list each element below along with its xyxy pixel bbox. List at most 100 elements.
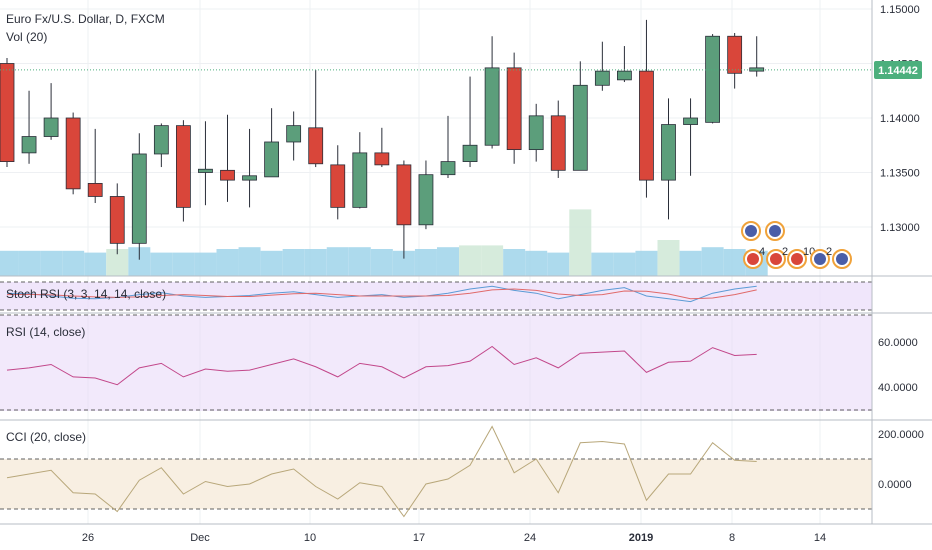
candle[interactable] (242, 128, 257, 208)
marker-core (745, 225, 757, 237)
time-axis-label: Dec (190, 532, 210, 544)
candle[interactable] (330, 145, 346, 220)
volume-bar (216, 249, 239, 276)
candle[interactable] (506, 52, 522, 164)
candle-body-up (418, 174, 434, 226)
candle[interactable] (87, 128, 103, 204)
stoch-rsi-lines (6, 285, 757, 303)
volume-bar (172, 252, 195, 276)
candle[interactable] (639, 19, 654, 198)
volume-bar (128, 247, 151, 276)
rsi-label[interactable]: RSI (14, close) (6, 325, 85, 339)
candle[interactable] (220, 114, 235, 202)
candle-body-up (131, 153, 147, 244)
volume-bar (370, 249, 393, 276)
candle[interactable] (661, 98, 676, 220)
candle[interactable] (43, 83, 59, 140)
candle[interactable] (418, 160, 434, 230)
volume-bar (701, 247, 724, 276)
event-marker-eu[interactable] (832, 249, 852, 269)
event-marker-flag[interactable]: 2 (766, 246, 788, 269)
volume-bar (679, 250, 702, 276)
candle[interactable] (308, 70, 324, 168)
price-axis-tick: 1.15000 (880, 4, 920, 16)
stoch-rsi-label[interactable]: Stoch RSI (3, 3, 14, 14, close) (6, 287, 166, 301)
volume-bar (657, 240, 680, 276)
cci-axis-tick: 200.0000 (878, 429, 924, 441)
volume-bar (150, 252, 173, 276)
rsi-axis-tick: 60.0000 (878, 337, 918, 349)
candle[interactable] (264, 108, 280, 178)
time-axis-label: 10 (304, 532, 316, 544)
time-axis-label: 26 (82, 532, 94, 544)
candle[interactable] (286, 111, 302, 161)
candle-body-up (43, 117, 59, 137)
price-axis-tick: 1.13000 (880, 222, 920, 234)
time-axis[interactable]: 26 Dec 10 17 24 2019 8 14 (82, 532, 826, 544)
volume-bar (84, 252, 107, 276)
candle[interactable] (352, 132, 368, 209)
candle-body-up (572, 84, 588, 171)
candle-body-down (506, 67, 522, 151)
marker-core (747, 253, 759, 265)
marker-core (836, 253, 848, 265)
candle[interactable] (727, 32, 743, 89)
cci-label[interactable]: CCI (20, close) (6, 430, 86, 444)
candle[interactable] (153, 123, 169, 168)
candle[interactable] (705, 34, 720, 124)
candlesticks[interactable] (0, 19, 765, 260)
candle-body-up (21, 136, 37, 154)
volume-bar (282, 249, 305, 276)
candle-body-up (198, 168, 213, 173)
event-marker-eu[interactable] (741, 221, 761, 241)
volume-bar (459, 245, 482, 276)
candle[interactable] (617, 46, 632, 83)
candle[interactable] (175, 120, 191, 222)
candle[interactable] (572, 61, 588, 171)
candle[interactable] (131, 133, 147, 260)
volume-bars (0, 209, 768, 276)
event-count: 4 (759, 246, 765, 258)
volume-bar (304, 249, 327, 276)
stoch-rsi-k-line (6, 285, 757, 303)
volume-bar (723, 249, 746, 276)
candle-body-down (0, 63, 15, 162)
rsi-band (0, 315, 872, 411)
candle[interactable] (198, 121, 213, 206)
candle[interactable] (21, 90, 37, 164)
candle[interactable] (440, 115, 456, 178)
stoch-rsi-d-line (6, 288, 757, 300)
candle[interactable] (0, 58, 15, 168)
candle-body-up (242, 175, 257, 181)
volume-bar (18, 250, 41, 276)
event-marker-flag[interactable]: 10 (787, 246, 815, 269)
candle-body-up (440, 161, 456, 176)
candle[interactable] (109, 183, 125, 255)
event-markers[interactable]: 4 2 10 2 (741, 221, 852, 269)
candle[interactable] (374, 127, 390, 168)
symbol-title[interactable]: Euro Fx/U.S. Dollar, D, FXCM (6, 12, 165, 26)
candle-body-down (220, 169, 235, 181)
candle-body-down (639, 70, 654, 181)
candle-body-up (352, 152, 368, 208)
candle[interactable] (462, 76, 478, 168)
candle[interactable] (528, 103, 544, 162)
candle[interactable] (683, 98, 698, 176)
candle[interactable] (594, 41, 610, 91)
event-marker-flag[interactable]: 2 (810, 246, 832, 269)
candle[interactable] (396, 160, 412, 259)
candle[interactable] (550, 100, 566, 178)
marker-core (769, 225, 781, 237)
candle-body-up (484, 67, 500, 146)
volume-bar (348, 247, 371, 276)
candle[interactable] (484, 36, 500, 149)
volume-bar (481, 245, 504, 276)
volume-bar (106, 249, 129, 276)
candle[interactable] (65, 112, 81, 195)
event-marker-eu[interactable] (765, 221, 785, 241)
volume-label[interactable]: Vol (20) (6, 30, 47, 44)
time-axis-label: 8 (729, 532, 735, 544)
event-marker-flag[interactable]: 4 (743, 246, 765, 269)
